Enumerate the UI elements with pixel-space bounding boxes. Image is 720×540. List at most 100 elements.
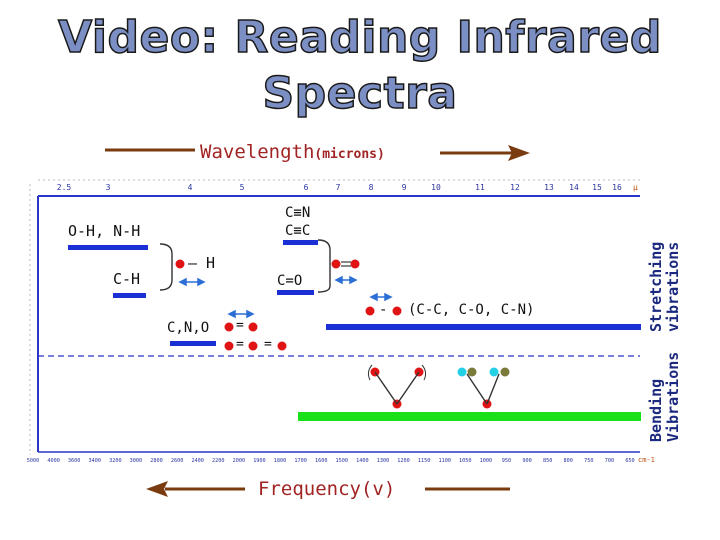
frequency-tick-13: 1700 [294, 458, 307, 464]
label-single-dash: - [379, 302, 388, 318]
frequency-tick-7: 2600 [171, 458, 184, 464]
h-bracket [159, 243, 173, 291]
atoms [175, 259, 492, 409]
side-stretching-block: Stretching vibrations [647, 241, 682, 332]
bend2-bond-left [466, 373, 488, 405]
atom-co-a [331, 259, 341, 269]
label-ch: C-H [113, 270, 141, 288]
frequency-tick-6: 2800 [150, 458, 163, 464]
wavelength-tick-0: 2.5 [57, 183, 72, 192]
frequency-tick-29: 650 [625, 458, 634, 464]
atom-double-3 [277, 341, 287, 351]
side-bending: Bending [647, 378, 665, 442]
label-cc-triple: C≡C [285, 223, 311, 239]
atom-bend2-left-b [467, 367, 477, 377]
label-cn-triple: C≡N [285, 205, 311, 221]
wavelength-tick-5: 7 [336, 183, 341, 192]
frequency-tick-8: 2400 [191, 458, 204, 464]
atom-bend2-left-a [457, 367, 467, 377]
triple-bond-band [283, 240, 318, 245]
frequency-tick-22: 1000 [480, 458, 493, 464]
atom-double-2a [224, 341, 234, 351]
frequency-tick-14: 1600 [315, 458, 328, 464]
wavelength-tick-7: 9 [402, 183, 407, 192]
wavelength-tick-11: 13 [544, 183, 554, 192]
label-eq-3: = [264, 337, 272, 352]
frequency-tick-4: 3200 [109, 458, 122, 464]
stretch-arrow-cno-head-right [246, 309, 255, 319]
frequency-tick-11: 1900 [253, 458, 266, 464]
label-single-bond-groups: (C-C, C-O, C-N) [408, 302, 535, 318]
frequency-tick-24: 900 [522, 458, 531, 464]
atom-co-b [350, 259, 360, 269]
label-eq-2: = [236, 337, 244, 352]
frequency-tick-0: 5000 [27, 458, 40, 464]
side-vibrations: vibrations [664, 241, 682, 332]
label-co-double: C=O [277, 273, 303, 289]
wavelength-arrow-head [508, 145, 530, 161]
frequency-unit: (v) [360, 478, 396, 500]
title-line-2: Spectra [262, 68, 458, 119]
frequency-tick-3: 3400 [89, 458, 102, 464]
wavelength-tick-14: 16 [612, 183, 622, 192]
atom-double-1b [248, 322, 258, 332]
wavelength-tick-2: 4 [188, 183, 193, 192]
atom-double-1a [224, 322, 234, 332]
frequency-ticks: 5000 4000 3600 3400 3200 3000 2800 2600 2400 2200… [27, 458, 635, 464]
title-line-1: Video: Reading Infrared [57, 12, 662, 63]
stretch-arrow-single-head-left [369, 292, 378, 302]
frequency-tick-5: 3000 [130, 458, 143, 464]
frequency-unit-label: cm-1 [638, 456, 655, 464]
frequency-tick-12: 1800 [274, 458, 287, 464]
wavelength-tick-6: 8 [369, 183, 374, 192]
atom-h-bond [175, 259, 185, 269]
frequency-tick-26: 800 [564, 458, 573, 464]
side-bending-block: Bending Vibrations [647, 352, 682, 442]
bending-band [298, 412, 641, 421]
cno-band [170, 341, 216, 346]
atom-double-2b [248, 341, 258, 351]
stretch-arrow-single-head-right [384, 292, 393, 302]
bend2-bond-right [486, 373, 500, 405]
frequency-tick-2: 3600 [68, 458, 81, 464]
frequency-tick-10: 2000 [233, 458, 246, 464]
bend1-bond-left [374, 371, 398, 405]
frequency-tick-19: 1150 [418, 458, 431, 464]
frequency-tick-23: 950 [502, 458, 511, 464]
wavelength-tick-10: 12 [510, 183, 520, 192]
frequency-label: Frequency(v) [258, 478, 395, 500]
wavelength-tick-12: 14 [569, 183, 579, 192]
ch-band [113, 293, 146, 298]
atom-bend2-right-a [489, 367, 499, 377]
wavelength-tick-13: 15 [592, 183, 602, 192]
atom-single-a [365, 306, 375, 316]
stretch-arrow-co-head-left [334, 275, 343, 285]
frequency-tick-21: 1050 [459, 458, 472, 464]
oh-nh-band [68, 245, 148, 250]
frequency-tick-18: 1200 [397, 458, 410, 464]
wavelength-unit: (microns) [314, 147, 385, 162]
single-bond-band [326, 324, 641, 330]
triple-bracket [317, 239, 331, 293]
label-eq-1: = [236, 318, 244, 333]
label-cno: C,N,O [167, 320, 210, 336]
side-stretching: Stretching [647, 241, 665, 332]
stretch-arrow-cno-head-left [227, 309, 236, 319]
frequency-tick-20: 1100 [438, 458, 451, 464]
frequency-tick-1: 4000 [47, 458, 60, 464]
bend1-bond-right [396, 371, 420, 405]
frequency-word: Frequency [258, 478, 361, 500]
frequency-tick-16: 1400 [356, 458, 369, 464]
wavelength-tick-4: 6 [304, 183, 309, 192]
wavelength-tick-8: 10 [431, 183, 441, 192]
atom-bend2-right-b [500, 367, 510, 377]
frequency-tick-25: 850 [543, 458, 552, 464]
wavelength-tick-1: 3 [106, 183, 111, 192]
atom-single-b [392, 306, 402, 316]
stretch-arrow-co-head-right [349, 275, 358, 285]
wavelength-label: Wavelength(microns) [200, 141, 385, 163]
wavelength-tick-3: 5 [240, 183, 245, 192]
bend1-motion-left [367, 364, 373, 381]
stretch-arrow-ch-head-left [178, 277, 187, 287]
